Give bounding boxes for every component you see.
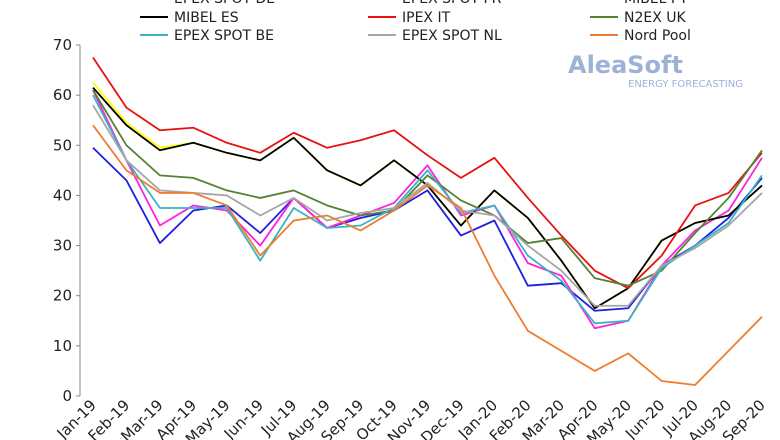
y-tick-label: 60: [53, 86, 72, 104]
y-tick-label: 30: [53, 237, 72, 255]
y-tick-label: 50: [53, 136, 72, 154]
legend-label: Nord Pool: [624, 28, 691, 44]
legend-label: MIBEL ES: [174, 10, 239, 26]
y-tick-label: 70: [53, 36, 72, 54]
legend-label: EPEX SPOT BE: [174, 28, 274, 44]
legend-label: EPEX SPOT NL: [402, 28, 502, 44]
y-tick-label: 0: [62, 387, 72, 405]
series-line: [92, 104, 763, 307]
legend-label: EPEX SPOT FR: [402, 0, 502, 7]
series-line: [92, 82, 763, 310]
series-line: [92, 89, 763, 330]
series-line: [92, 147, 763, 312]
y-tick-label: 40: [53, 186, 72, 204]
y-tick-label: 20: [53, 287, 72, 305]
series-line: [92, 57, 763, 290]
legend-label: MIBEL PT: [624, 0, 688, 7]
series-line: [92, 94, 763, 325]
legend-label: N2EX UK: [624, 10, 687, 26]
series-line: [92, 89, 763, 287]
series-line: [92, 87, 763, 310]
logo-subtext: ENERGY FORECASTING: [628, 79, 743, 90]
y-tick-label: 10: [53, 337, 72, 355]
legend-label: EPEX SPOT DE: [174, 0, 275, 7]
logo-text: AleaSoft: [568, 51, 683, 79]
legend-label: IPEX IT: [402, 10, 451, 26]
series-line: [92, 124, 763, 386]
